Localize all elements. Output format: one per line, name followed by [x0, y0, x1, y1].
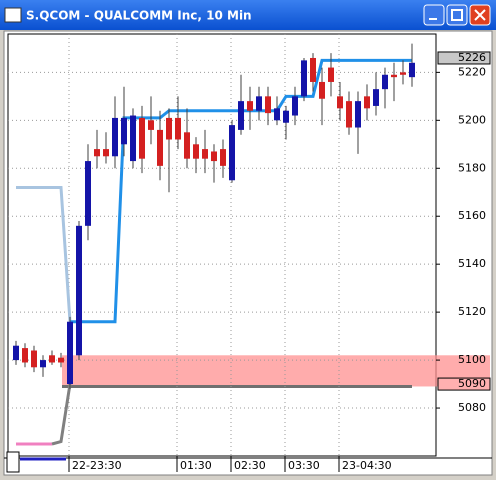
candle-body [301, 60, 307, 97]
candle-body [400, 72, 406, 75]
candle-body [283, 110, 289, 123]
candle-body [265, 96, 271, 114]
app-icon[interactable] [4, 7, 22, 23]
candle-body [364, 96, 370, 109]
candle-body [148, 120, 154, 130]
scroll-box[interactable] [6, 451, 20, 473]
candle-body [157, 129, 163, 166]
candle-body [409, 62, 415, 78]
candle-body [121, 117, 127, 145]
y-tick-label: 5200 [458, 113, 486, 126]
candle-body [229, 125, 235, 181]
candle-body [211, 151, 217, 162]
x-tick-label: 22-23:30 [72, 459, 122, 472]
candle-body [382, 74, 388, 90]
candle-body [346, 101, 352, 128]
candle-body [76, 225, 82, 356]
candle-body [319, 81, 325, 99]
window-buttons [423, 4, 491, 26]
candle-body [193, 144, 199, 159]
candle-body [220, 149, 226, 166]
candle-body [238, 101, 244, 130]
candle-body [103, 149, 109, 157]
candle-body [328, 67, 334, 82]
candle-body [13, 345, 19, 361]
y-tick-label: 5120 [458, 305, 486, 318]
price-marker-box [437, 377, 491, 391]
price-marker-label: 5090 [458, 377, 486, 390]
candle-body [391, 74, 397, 78]
stop-line [16, 185, 72, 322]
stop-line [51, 383, 72, 446]
candle-body [166, 117, 172, 140]
minimize-button[interactable] [423, 4, 445, 26]
candle-body [373, 89, 379, 106]
x-tick-label: 02:30 [234, 459, 266, 472]
candle-body [355, 101, 361, 128]
close-icon [474, 9, 486, 21]
candle-body [292, 96, 298, 116]
maximize-button[interactable] [446, 4, 468, 26]
candle-body [130, 115, 136, 162]
candle-body [58, 357, 64, 363]
window-title: S.QCOM - QUALCOMM Inc, 10 Min [26, 9, 252, 23]
y-tick-label: 5140 [458, 257, 486, 270]
candle-body [40, 360, 46, 368]
x-tick-label: 23-04:30 [342, 459, 392, 472]
x-tick-label: 01:30 [180, 459, 212, 472]
y-tick-label: 5180 [458, 161, 486, 174]
y-tick-label: 5220 [458, 65, 486, 78]
candle-body [139, 117, 145, 159]
candle-body [49, 355, 55, 363]
candle-body [85, 161, 91, 226]
candle-body [337, 96, 343, 109]
candle-body [310, 57, 316, 82]
title-bar [0, 0, 496, 30]
candle-body [31, 350, 37, 368]
price-marker-box [437, 51, 491, 65]
y-tick-label: 5080 [458, 401, 486, 414]
candle-body [274, 108, 280, 121]
x-tick-label: 03:30 [288, 459, 320, 472]
candle-body [256, 96, 262, 111]
candle-body [184, 132, 190, 159]
candle-body [247, 101, 253, 111]
y-tick-label: 5100 [458, 353, 486, 366]
y-tick-label: 5160 [458, 209, 486, 222]
candle-body [67, 321, 73, 385]
plot-frame [7, 33, 437, 457]
candle-body [22, 348, 28, 363]
maximize-icon [451, 9, 463, 21]
candle-body [175, 117, 181, 140]
candle-body [202, 149, 208, 159]
price-marker-label: 5226 [458, 51, 486, 64]
candle-body [94, 149, 100, 157]
candle-body [112, 117, 118, 157]
